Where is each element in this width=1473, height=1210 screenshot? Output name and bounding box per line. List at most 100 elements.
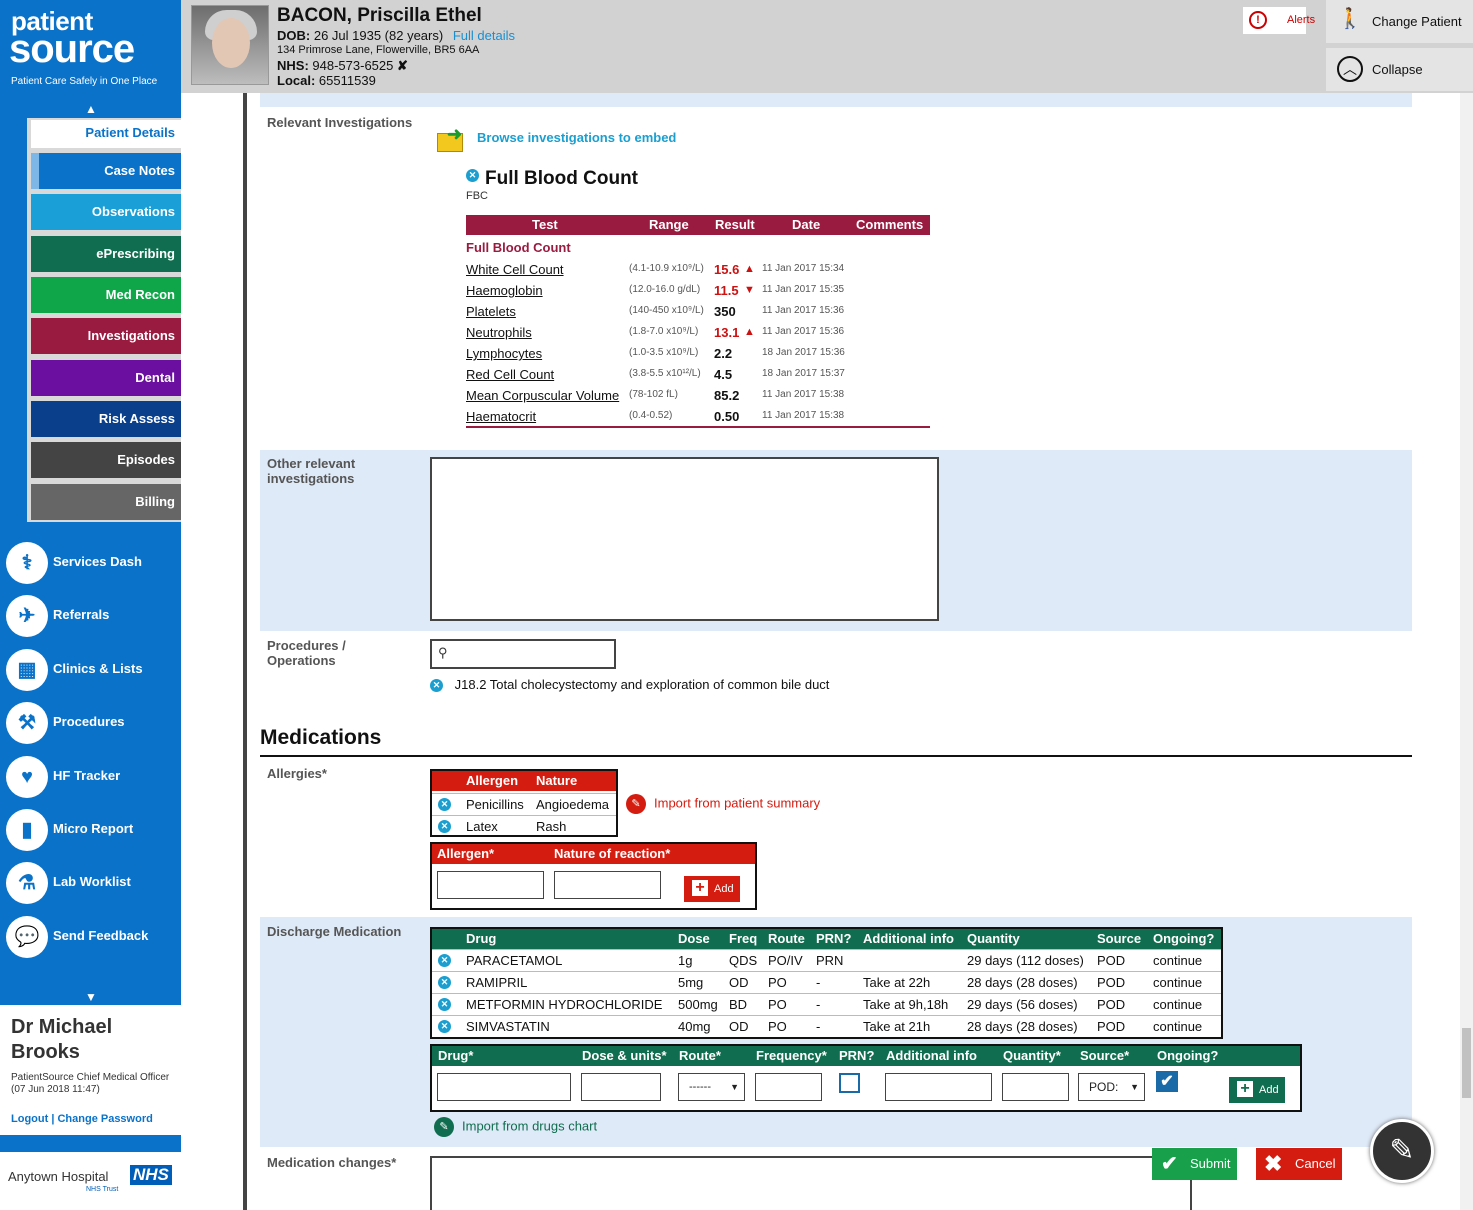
fbc-test-link[interactable]: Lymphocytes: [466, 346, 543, 361]
service-label: Micro Report: [53, 821, 134, 836]
new-dose-input[interactable]: [581, 1073, 661, 1101]
fbc-test-link[interactable]: Neutrophils: [466, 325, 532, 340]
import-drugs-chart-link[interactable]: ✎ Import from drugs chart: [434, 1117, 597, 1137]
new-additional-info-input[interactable]: [885, 1073, 992, 1101]
cancel-label: Cancel: [1295, 1156, 1336, 1171]
paper-plane-icon: ✈: [6, 595, 48, 638]
col-new-dose: Dose & units*: [582, 1048, 667, 1063]
folder-embed-icon[interactable]: ➜: [436, 124, 466, 154]
arrow-down-icon: ▼: [744, 284, 755, 296]
module-patient-details[interactable]: Patient Details: [31, 120, 181, 148]
module-investigations[interactable]: Investigations: [31, 318, 181, 354]
add-drug-button[interactable]: + Add: [1229, 1077, 1285, 1103]
remove-allergy-icon[interactable]: ✕: [438, 820, 451, 833]
module-eprescribing[interactable]: ePrescribing: [31, 236, 181, 272]
remove-fbc-icon[interactable]: ✕: [466, 169, 479, 182]
service-services-dash[interactable]: ⚕ Services Dash: [0, 537, 181, 589]
service-label: HF Tracker: [53, 767, 121, 783]
remove-allergy-icon[interactable]: ✕: [438, 798, 451, 811]
pencil-edit-icon[interactable]: ✎: [1370, 1119, 1434, 1183]
fbc-result: 11.5: [714, 283, 739, 298]
new-frequency-input[interactable]: [755, 1073, 822, 1101]
module-billing[interactable]: Billing: [31, 484, 181, 520]
service-referrals[interactable]: ✈ Referrals: [0, 590, 181, 642]
new-drug-input[interactable]: [437, 1073, 571, 1101]
change-patient-button[interactable]: 🚶 Change Patient: [1326, 0, 1473, 43]
procedure-item: ✕ J18.2 Total cholecystectomy and explor…: [430, 677, 829, 693]
check-icon: ✔: [1161, 1153, 1178, 1175]
col-ongoing: Ongoing?: [1153, 931, 1215, 946]
source-select-value: POD:: [1089, 1080, 1119, 1094]
service-hf-tracker[interactable]: ♥ HF Tracker: [0, 751, 181, 803]
fbc-date: 11 Jan 2017 15:36: [762, 326, 845, 337]
col-test: Test: [532, 217, 558, 232]
remove-drug-icon[interactable]: ✕: [438, 998, 451, 1011]
content-left-border: [243, 93, 247, 1210]
fbc-test-link[interactable]: Haemoglobin: [466, 283, 543, 298]
fbc-test-link[interactable]: White Cell Count: [466, 262, 564, 277]
remove-drug-icon[interactable]: ✕: [438, 976, 451, 989]
scroll-up-arrow-icon[interactable]: ▲: [85, 102, 97, 116]
col-new-frequency: Frequency*: [756, 1048, 827, 1063]
col-route: Route: [768, 931, 805, 946]
change-password-link[interactable]: Change Password: [57, 1113, 153, 1125]
new-route-select[interactable]: ------ ▼: [678, 1073, 745, 1101]
user-name: Dr Michael Brooks: [11, 1016, 113, 1063]
service-clinics-lists[interactable]: ▦ Clinics & Lists: [0, 644, 181, 696]
service-micro-report[interactable]: ▮ Micro Report: [0, 804, 181, 856]
allergies-label: Allergies*: [267, 766, 327, 781]
drug-prn: PRN: [816, 953, 844, 968]
new-nature-input[interactable]: [554, 871, 661, 899]
module-observations[interactable]: Observations: [31, 194, 181, 230]
procedures-search-input[interactable]: ⚲: [430, 639, 616, 669]
module-med-recon[interactable]: Med Recon: [31, 277, 181, 313]
full-details-link[interactable]: Full details: [452, 28, 515, 43]
alerts-button[interactable]: ! Alerts: [1243, 7, 1315, 34]
nhs-unverified-icon: ✘: [397, 58, 408, 73]
fbc-test-link[interactable]: Haematocrit: [466, 409, 537, 424]
module-episodes[interactable]: Episodes: [31, 442, 181, 478]
new-allergen-input[interactable]: [437, 871, 544, 899]
page-scrollbar[interactable]: [1460, 93, 1473, 1210]
scroll-down-arrow-icon[interactable]: ▼: [85, 990, 97, 1004]
new-ongoing-checkbox[interactable]: ✔: [1156, 1071, 1178, 1092]
allergy-allergen: Penicillins: [466, 797, 524, 812]
new-source-select[interactable]: POD: ▼: [1078, 1073, 1145, 1101]
speech-bubbles-icon: 💬: [6, 915, 48, 958]
cancel-button[interactable]: ✖ Cancel: [1256, 1148, 1342, 1180]
collapse-button[interactable]: ︿ Collapse: [1326, 48, 1473, 91]
medication-changes-textarea[interactable]: [430, 1156, 1192, 1210]
service-send-feedback[interactable]: 💬 Send Feedback: [0, 911, 181, 963]
add-allergy-button[interactable]: + Add: [684, 876, 740, 902]
new-prn-checkbox[interactable]: [839, 1073, 860, 1093]
remove-procedure-icon[interactable]: ✕: [430, 679, 443, 693]
medications-heading: Medications: [260, 726, 382, 749]
fbc-test-link[interactable]: Mean Corpuscular Volume: [466, 388, 620, 403]
new-drug-header: Drug* Dose & units* Route* Frequency* PR…: [432, 1046, 1300, 1066]
module-case-notes[interactable]: Case Notes: [31, 153, 181, 189]
import-patient-summary-link[interactable]: ✎ Import from patient summary: [626, 794, 820, 814]
new-quantity-input[interactable]: [1002, 1073, 1069, 1101]
module-dental[interactable]: Dental: [31, 360, 181, 396]
alerts-label: Alerts: [1287, 14, 1316, 26]
drug-row: ✕ PARACETAMOL 1g QDS PO/IV PRN 29 days (112 do…: [432, 949, 1221, 971]
patient-local: 65511539: [318, 73, 376, 88]
other-investigations-textarea[interactable]: [430, 457, 939, 621]
patientsource-logo[interactable]: patient source Patient Care Safely in On…: [0, 0, 181, 95]
module-risk-assess[interactable]: Risk Assess: [31, 401, 181, 437]
procedures-label: Procedures / Operations: [267, 638, 346, 668]
logout-link[interactable]: Logout: [11, 1113, 49, 1125]
logo-line1: patient: [11, 6, 93, 36]
fbc-date: 11 Jan 2017 15:38: [762, 389, 845, 400]
remove-drug-icon[interactable]: ✕: [438, 1020, 451, 1033]
scrollbar-thumb[interactable]: [1462, 1028, 1471, 1098]
service-lab-worklist[interactable]: ⚗ Lab Worklist: [0, 857, 181, 909]
remove-drug-icon[interactable]: ✕: [438, 954, 451, 967]
submit-button[interactable]: ✔ Submit: [1152, 1148, 1237, 1180]
fbc-test-link[interactable]: Platelets: [466, 304, 516, 319]
fbc-test-link[interactable]: Red Cell Count: [466, 367, 555, 382]
service-procedures[interactable]: ⚒ Procedures: [0, 697, 181, 749]
drug-route: PO: [768, 997, 787, 1012]
fbc-range: (3.8-5.5 x10¹²/L): [629, 368, 701, 379]
browse-investigations-link[interactable]: Browse investigations to embed: [477, 130, 677, 145]
